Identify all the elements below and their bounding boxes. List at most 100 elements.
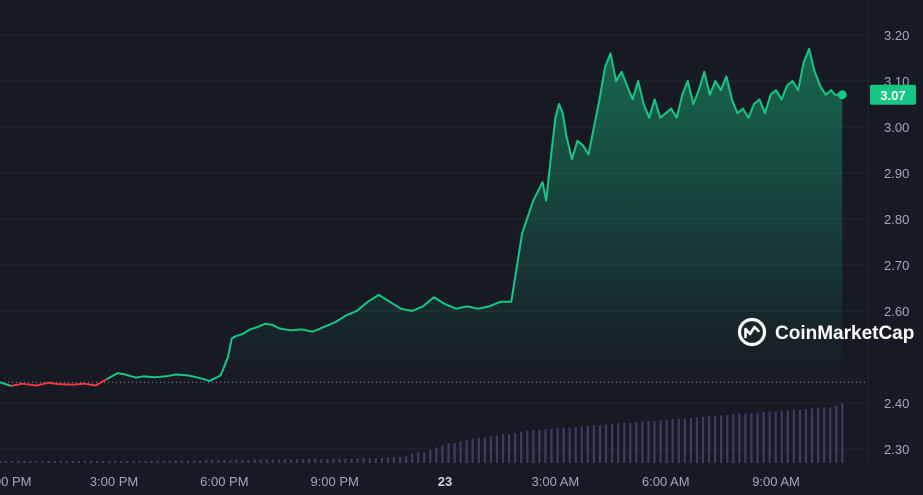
volume-bar — [11, 461, 14, 463]
volume-bar — [271, 459, 274, 463]
volume-bar — [823, 407, 826, 463]
volume-bar — [180, 460, 183, 463]
volume-bar — [417, 452, 420, 463]
volume-bar — [762, 412, 765, 463]
volume-bar — [374, 458, 377, 463]
volume-bar — [556, 428, 559, 463]
coinmarketcap-logo-icon — [737, 317, 767, 347]
volume-bar — [514, 433, 517, 463]
volume-bar — [714, 416, 717, 463]
volume-bar — [477, 437, 480, 463]
volume-bar — [526, 430, 529, 463]
volume-bar — [108, 461, 111, 463]
volume-bar — [532, 430, 535, 463]
volume-bar — [653, 421, 656, 463]
volume-bar — [47, 461, 50, 463]
volume-bar — [53, 461, 56, 463]
volume-bar — [423, 452, 426, 463]
price-series — [0, 47, 847, 387]
volume-bar — [483, 437, 486, 463]
volume-bar — [186, 460, 190, 463]
x-tick-label: 9:00 PM — [310, 474, 358, 489]
price-line-segment — [106, 47, 843, 382]
brand-watermark[interactable]: CoinMarketCap — [737, 317, 915, 347]
volume-bar — [411, 454, 414, 463]
y-tick-label: 3.00 — [884, 120, 909, 135]
y-tick-label: 2.90 — [884, 166, 909, 181]
volume-bar — [586, 425, 589, 463]
volume-bar — [507, 434, 511, 463]
volume-bar — [817, 407, 820, 463]
price-line-segment — [0, 381, 12, 387]
volume-bar — [17, 461, 20, 463]
volume-bar — [756, 412, 759, 463]
volume-bar — [301, 458, 305, 463]
volume-bar — [495, 435, 499, 463]
volume-bar — [617, 423, 620, 463]
volume-bar — [314, 458, 317, 463]
volume-bar — [320, 458, 323, 463]
volume-bar — [392, 457, 396, 463]
volume-bar — [77, 461, 80, 463]
volume-bar — [247, 460, 250, 463]
volume-bar — [362, 458, 365, 463]
price-line-segment — [10, 378, 108, 387]
volume-bar — [459, 441, 462, 463]
volume-bar — [120, 461, 123, 463]
volume-bar — [810, 408, 814, 463]
volume-bar — [253, 459, 256, 463]
volume-bar — [289, 459, 293, 463]
volume-bar — [629, 422, 632, 463]
brand-name: CoinMarketCap — [775, 323, 914, 344]
volume-bar — [677, 418, 680, 463]
volume-bar — [283, 459, 286, 463]
volume-bar — [471, 439, 474, 463]
volume-bar — [114, 461, 117, 463]
volume-bar — [580, 426, 583, 463]
volume-bar — [83, 461, 87, 463]
volume-bar — [308, 458, 311, 463]
volume-bar — [5, 461, 8, 463]
y-tick-label: 2.40 — [884, 396, 909, 411]
volume-bar — [568, 427, 571, 463]
x-tick-label: 6:00 PM — [200, 474, 248, 489]
volume-bar — [780, 410, 783, 463]
volume-bar — [732, 414, 735, 463]
volume-bar — [720, 415, 723, 463]
volume-bar — [429, 449, 432, 463]
volume-bar — [132, 461, 135, 463]
volume-bar — [0, 461, 2, 463]
y-axis: 3.203.103.002.902.802.702.602.402.30 — [884, 28, 909, 457]
y-tick-label: 2.70 — [884, 258, 909, 273]
volume-bar — [162, 460, 165, 463]
volume-bar — [198, 460, 202, 463]
volume-bar — [368, 458, 371, 463]
x-tick-label: 6:00 AM — [642, 474, 690, 489]
volume-bar — [744, 413, 747, 463]
volume-bar — [544, 429, 547, 463]
volume-bar — [217, 460, 220, 463]
volume-bar — [35, 461, 38, 463]
volume-bar — [277, 459, 280, 463]
volume-bar — [435, 447, 438, 463]
y-tick-label: 2.60 — [884, 304, 909, 319]
current-price-badge-bg — [870, 84, 916, 105]
volume-bar — [689, 418, 692, 463]
volume-bar — [192, 460, 196, 463]
volume-bar — [89, 461, 93, 463]
volume-bar — [598, 425, 602, 463]
x-tick-label: 3:00 AM — [532, 474, 580, 489]
volume-bar — [23, 461, 26, 463]
volume-bar — [610, 424, 614, 463]
volume-bar — [829, 407, 832, 463]
volume-bar — [259, 459, 262, 463]
y-tick-label: 2.80 — [884, 212, 909, 227]
volume-bar — [792, 409, 795, 463]
volume-bar — [804, 409, 808, 463]
volume-bar — [774, 411, 777, 463]
volume-bar — [574, 427, 577, 463]
volume-bar — [95, 461, 99, 463]
volume-bar — [447, 443, 450, 463]
